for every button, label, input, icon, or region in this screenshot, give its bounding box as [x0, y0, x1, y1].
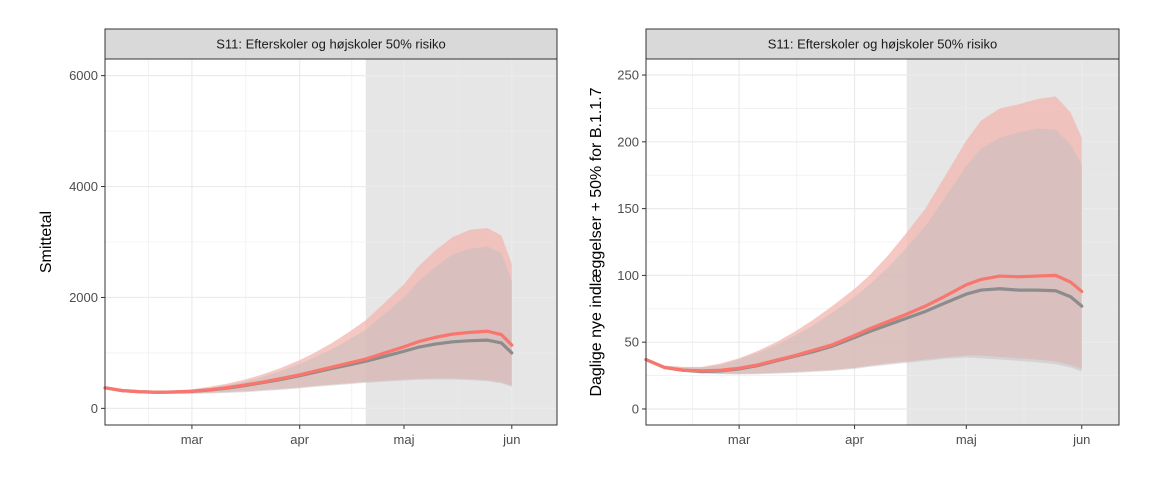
chart-panel-1: S11: Efterskoler og højskoler 50% risiko… [38, 28, 558, 447]
scenario-band [105, 228, 512, 394]
strip-background [104, 28, 558, 60]
x-tick-label: mar [728, 432, 751, 447]
x-tick-label: maj [394, 432, 415, 447]
x-tick-label: mar [181, 432, 204, 447]
x-tick-label: maj [956, 432, 977, 447]
x-tick-label: apr [290, 432, 309, 447]
y-tick-label: 6000 [69, 68, 98, 83]
y-tick-label: 0 [632, 401, 639, 416]
y-tick-label: 100 [617, 268, 639, 283]
grid-lines [105, 59, 557, 425]
y-tick-label: 50 [625, 335, 639, 350]
y-tick-label: 4000 [69, 179, 98, 194]
baseline-band [646, 128, 1082, 375]
y-axis-title: Daglige nye indlæggelser + 50% for B.1.1… [588, 87, 605, 396]
panel-title: S11: Efterskoler og højskoler 50% risiko [216, 37, 446, 52]
scenario-band [646, 96, 1082, 374]
y-tick-label: 2000 [69, 290, 98, 305]
chart-panel-2: S11: Efterskoler og højskoler 50% risiko… [588, 28, 1120, 447]
y-tick-label: 250 [617, 68, 639, 83]
x-tick-label: apr [845, 432, 864, 447]
y-tick-label: 0 [91, 401, 98, 416]
x-tick-label: jun [1072, 432, 1090, 447]
x-tick-label: jun [502, 432, 520, 447]
panel-title: S11: Efterskoler og højskoler 50% risiko [768, 37, 998, 52]
strip-background [645, 28, 1120, 60]
baseline-band [105, 246, 512, 394]
y-tick-label: 150 [617, 201, 639, 216]
scenario-line [103, 329, 514, 394]
y-axis-title: Smittetal [38, 211, 55, 273]
y-tick-label: 200 [617, 134, 639, 149]
scenario-line [644, 273, 1084, 373]
